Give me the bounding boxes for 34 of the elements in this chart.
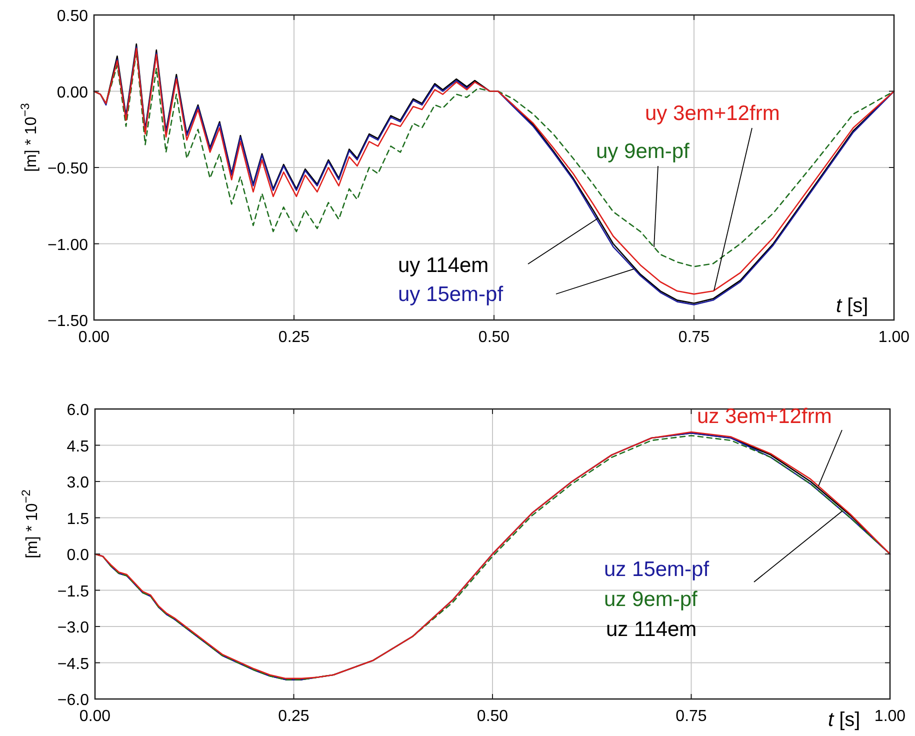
y-tick-label: 4.5 — [66, 438, 90, 456]
y-tick-label: −1.50 — [48, 313, 88, 330]
x-tick-label: 0.25 — [278, 329, 310, 346]
text: uy 15em-pf — [398, 283, 504, 306]
x-tick-label: 0.00 — [78, 329, 110, 346]
x-tick-label: 0.00 — [79, 708, 111, 725]
text: uy 114em — [398, 254, 489, 277]
y-tick-label: −4.5 — [57, 656, 90, 673]
y-tick-label: 0.50 — [56, 8, 88, 25]
x-axis-title: t [s] — [828, 709, 860, 731]
series-label: uy 9em-pf — [596, 140, 690, 163]
y-tick-label: 3.0 — [66, 474, 90, 492]
series-label: uz 3em+12frm — [697, 405, 832, 428]
y-tick-label: 6.0 — [66, 402, 90, 419]
y-tick-label: −3.0 — [57, 620, 90, 636]
y-tick-label: 0.00 — [56, 84, 88, 102]
y-tick-label: 1.5 — [66, 510, 90, 528]
y-tick-label: −6.0 — [57, 692, 90, 709]
x-tick-label: 1.00 — [874, 708, 906, 725]
y-tick-label: 0.0 — [66, 547, 90, 564]
x-tick-label: 0.25 — [278, 708, 310, 725]
x-tick-label: 0.75 — [676, 708, 707, 725]
text: uz 9em-pf — [604, 588, 698, 611]
x-tick-label: 1.00 — [878, 329, 910, 346]
text: uz 114em — [606, 618, 697, 641]
x-tick-label: 0.50 — [476, 708, 508, 725]
x-axis-title: t [s] — [836, 295, 868, 317]
y-tick-label: −1.00 — [48, 236, 88, 254]
text: uy 3em+12frm — [645, 102, 780, 125]
y-tick-label: −0.50 — [48, 160, 88, 178]
text: uz 15em-pf — [604, 558, 710, 581]
y-tick-label: −1.5 — [57, 583, 90, 600]
x-tick-label: 0.50 — [478, 329, 510, 346]
x-tick-label: 0.75 — [678, 329, 710, 346]
